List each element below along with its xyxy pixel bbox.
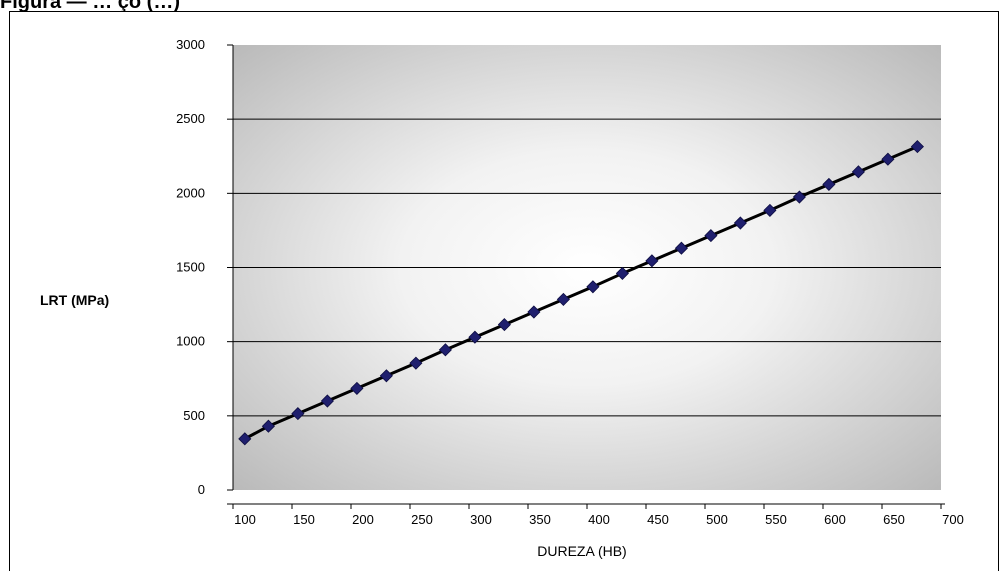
- x-tick-label: 250: [411, 512, 433, 527]
- x-tick-label: 600: [824, 512, 846, 527]
- data-point: [586, 280, 600, 294]
- data-point: [497, 318, 511, 332]
- data-point: [350, 381, 364, 395]
- data-point: [438, 343, 452, 357]
- data-point: [379, 369, 393, 383]
- x-tick-label: 300: [470, 512, 492, 527]
- data-point: [822, 177, 836, 191]
- y-tick-label: 500: [183, 408, 205, 423]
- x-tick-label: 700: [942, 512, 964, 527]
- y-tick-label: 2500: [176, 111, 205, 126]
- data-point: [910, 140, 924, 154]
- series: [238, 140, 924, 446]
- data-point: [792, 190, 806, 204]
- y-axis-title: LRT (MPa): [40, 292, 109, 308]
- x-tick-label: 550: [765, 512, 787, 527]
- series-line: [244, 145, 918, 441]
- x-tick-label: 150: [293, 512, 315, 527]
- data-point: [881, 152, 895, 166]
- data-point: [238, 432, 252, 446]
- data-point: [615, 266, 629, 280]
- data-point: [320, 394, 334, 408]
- y-tick-label: 1000: [176, 334, 205, 349]
- data-point: [704, 229, 718, 243]
- gridlines: [233, 118, 941, 417]
- data-point: [261, 419, 275, 433]
- data-point: [763, 203, 777, 217]
- x-tick-label: 400: [588, 512, 610, 527]
- data-point: [851, 165, 865, 179]
- axes: [227, 44, 945, 509]
- data-point: [733, 216, 747, 230]
- y-tick-label: 0: [198, 482, 205, 497]
- x-tick-label: 500: [706, 512, 728, 527]
- data-point: [645, 254, 659, 268]
- y-tick-label: 3000: [176, 37, 205, 52]
- x-tick-label: 100: [234, 512, 256, 527]
- data-point: [468, 330, 482, 344]
- figure-caption: Figura — … ço (…): [0, 0, 180, 11]
- x-tick-label: 350: [529, 512, 551, 527]
- x-tick-label: 650: [883, 512, 905, 527]
- x-tick-label: 200: [352, 512, 374, 527]
- data-point: [556, 292, 570, 306]
- data-point: [291, 407, 305, 421]
- data-point: [409, 356, 423, 370]
- chart-frame: [9, 11, 999, 571]
- labels: 0 500 1000 1500 2000 2500 3000 100 150 200 250 300 3…: [40, 37, 964, 559]
- data-point: [674, 241, 688, 255]
- x-tick-label: 450: [647, 512, 669, 527]
- data-point: [527, 305, 541, 319]
- y-tick-label: 1500: [176, 260, 205, 275]
- x-axis-title: DUREZA (HB): [537, 543, 626, 559]
- y-tick-label: 2000: [176, 185, 205, 200]
